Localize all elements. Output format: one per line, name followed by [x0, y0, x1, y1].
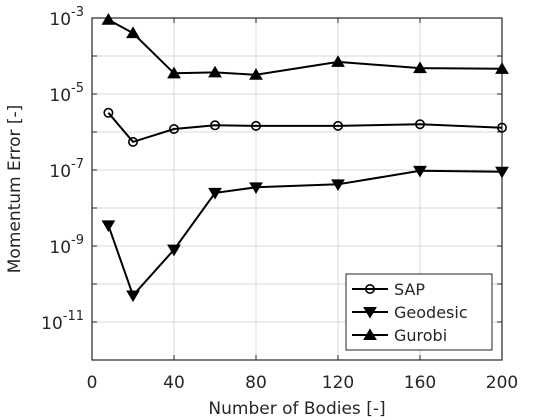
data-point-gurobi [331, 55, 345, 67]
series-layer [101, 13, 509, 303]
series-sap [103, 107, 507, 147]
series-line-geodesic [107, 169, 503, 298]
x-tick-labels: 0 40 80 120 160 200 [87, 373, 519, 393]
data-point-sap [169, 123, 180, 134]
data-point-sap [496, 122, 507, 133]
x-tick-label: 80 [245, 373, 267, 393]
y-tick-label: 10-3 [49, 5, 84, 30]
x-tick-label: 40 [163, 373, 185, 393]
legend: SAP Geodesic Gurobi [345, 273, 493, 351]
legend-label-gurobi: Gurobi [394, 326, 447, 345]
series-gurobi [101, 13, 509, 80]
data-point-geodesic [126, 290, 140, 303]
series-geodesic [101, 165, 509, 303]
legend-item-sap: SAP [352, 280, 425, 299]
data-point-gurobi [167, 66, 181, 79]
data-point-geodesic [249, 182, 263, 195]
data-point-sap [103, 107, 114, 118]
x-tick-label: 160 [404, 373, 436, 393]
x-tick-label: 120 [322, 373, 354, 393]
data-point-geodesic [167, 244, 181, 257]
y-axis-label: Momentum Error [-] [5, 105, 25, 274]
legend-item-geodesic: Geodesic [352, 303, 468, 322]
grid-lines [92, 18, 502, 360]
y-tick-label: 10-9 [49, 233, 84, 258]
legend-marker-sap [364, 283, 375, 294]
data-point-gurobi [126, 26, 140, 39]
legend-label-sap: SAP [394, 280, 425, 299]
data-point-sap [210, 120, 221, 131]
x-tick-label: 200 [486, 373, 518, 393]
data-point-geodesic [101, 220, 116, 233]
data-point-gurobi [495, 62, 509, 74]
data-point-geodesic [208, 187, 222, 200]
data-point-sap [332, 120, 343, 131]
data-point-geodesic [331, 179, 345, 192]
data-point-sap [414, 119, 425, 130]
y-tick-labels: 10-3 10-5 10-7 10-9 10-11 [41, 5, 84, 334]
series-line-sap [107, 112, 503, 144]
legend-marker-gurobi [363, 328, 377, 340]
y-tick-label: 10-11 [41, 309, 84, 334]
data-point-geodesic [413, 165, 427, 178]
data-point-geodesic [495, 166, 509, 179]
data-point-sap [128, 136, 139, 147]
x-axis-label: Number of Bodies [-] [208, 399, 385, 419]
data-point-gurobi [249, 68, 263, 80]
data-point-gurobi [101, 13, 116, 25]
series-line-gurobi [107, 18, 503, 76]
y-tick-label: 10-7 [49, 157, 84, 182]
data-point-gurobi [208, 65, 222, 78]
data-point-gurobi [413, 61, 427, 74]
legend-label-geodesic: Geodesic [394, 303, 468, 322]
plot-frame [91, 17, 503, 361]
y-tick-label: 10-5 [49, 81, 84, 106]
legend-item-gurobi: Gurobi [352, 326, 447, 345]
x-tick-label: 0 [87, 373, 98, 393]
legend-marker-geodesic [363, 307, 377, 319]
data-point-sap [251, 120, 262, 131]
